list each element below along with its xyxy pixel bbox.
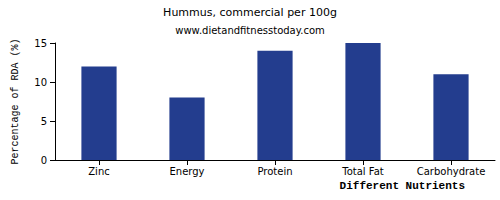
svg-text:Percentage of RDA (%): Percentage of RDA (%) xyxy=(10,38,21,164)
svg-text:Energy: Energy xyxy=(169,166,204,177)
svg-text:Protein: Protein xyxy=(257,166,292,177)
svg-text:5: 5 xyxy=(41,116,47,127)
svg-text:Carbohydrate: Carbohydrate xyxy=(417,166,486,177)
svg-text:15: 15 xyxy=(34,38,47,49)
svg-text:Total Fat: Total Fat xyxy=(341,166,383,177)
svg-text:Hummus, commercial per 100g: Hummus, commercial per 100g xyxy=(163,6,337,19)
svg-text:Different Nutrients: Different Nutrients xyxy=(340,180,465,192)
svg-text:Zinc: Zinc xyxy=(88,166,109,177)
svg-text:0: 0 xyxy=(41,155,47,166)
svg-text:www.dietandfitnesstoday.com: www.dietandfitnesstoday.com xyxy=(175,25,324,36)
svg-text:10: 10 xyxy=(34,77,47,88)
